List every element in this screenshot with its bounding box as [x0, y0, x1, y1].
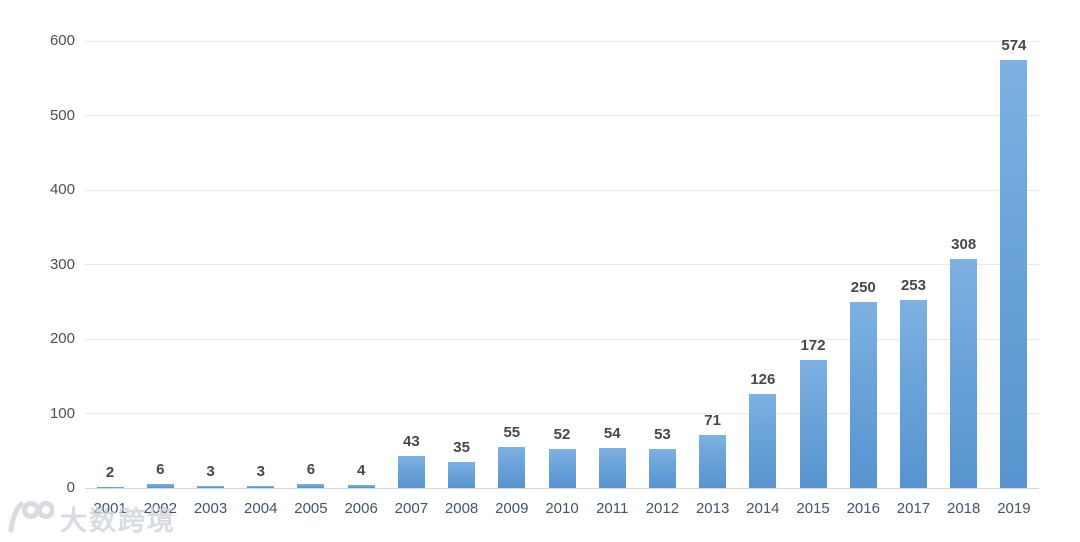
x-tick-label-2006: 2006	[344, 500, 378, 517]
watermark-logo-icon	[4, 497, 55, 540]
y-tick-label-0: 0	[66, 479, 75, 496]
bar-value-label-2018: 308	[951, 235, 977, 253]
bar-2012	[648, 448, 676, 488]
y-tick-label-300: 300	[49, 255, 75, 273]
bar-2009	[498, 447, 526, 488]
bar-value-label-2019: 574	[1001, 37, 1027, 55]
x-tick-label-2004: 2004	[244, 500, 278, 517]
x-tick-label-2016: 2016	[846, 500, 880, 517]
bar-2002	[146, 483, 174, 488]
bar-value-label-2008: 35	[453, 438, 470, 456]
bar-value-label-2012: 53	[654, 425, 671, 443]
bar-value-label-2010: 52	[553, 426, 571, 444]
bar-2014	[749, 394, 777, 488]
bar-value-label-2016: 250	[850, 278, 876, 296]
bar-2017	[899, 299, 927, 488]
gridline-200	[85, 338, 1039, 340]
x-tick-label-2005: 2005	[294, 500, 328, 517]
x-tick-label-2017: 2017	[896, 500, 931, 517]
x-tick-label-2002: 2002	[143, 500, 177, 517]
bar-value-label-2002: 6	[156, 460, 165, 478]
bar-value-label-2004: 3	[256, 462, 265, 480]
y-tick-label-500: 500	[49, 106, 75, 124]
bar-2007	[397, 455, 425, 488]
bar-value-label-2001: 2	[105, 463, 115, 481]
gridline-600	[85, 40, 1039, 42]
bar-value-label-2011: 54	[603, 424, 621, 442]
bar-value-label-2013: 71	[704, 412, 721, 430]
bar-value-label-2005: 6	[306, 460, 316, 478]
bar-value-label-2014: 126	[750, 371, 776, 389]
bar-value-label-2003: 3	[206, 462, 215, 480]
y-tick-label-200: 200	[49, 330, 75, 347]
bar-value-label-2007: 43	[403, 432, 420, 450]
bar-2018	[950, 258, 978, 488]
gridline-500	[85, 115, 1039, 116]
bar-2003	[197, 485, 225, 488]
x-tick-label-2012: 2012	[645, 500, 680, 517]
bar-2006	[347, 485, 375, 488]
bar-2004	[247, 485, 275, 488]
gridline-100	[85, 413, 1039, 414]
x-tick-label-2011: 2011	[596, 500, 629, 517]
gridline-400	[85, 189, 1039, 191]
x-tick-label-2001: 2001	[93, 500, 127, 517]
gridline-0	[85, 487, 1039, 489]
bar-value-label-2009: 55	[503, 424, 521, 442]
bar-2010	[548, 449, 576, 488]
x-tick-label-2013: 2013	[695, 500, 730, 517]
x-tick-label-2010: 2010	[545, 500, 579, 517]
bar-2005	[297, 483, 325, 488]
bar-2016	[849, 301, 877, 488]
x-tick-label-2008: 2008	[444, 500, 479, 517]
bar-2013	[699, 435, 727, 488]
y-tick-label-400: 400	[49, 181, 75, 198]
x-tick-label-2018: 2018	[946, 500, 981, 517]
y-tick-label-100: 100	[49, 404, 75, 422]
bar-2015	[799, 359, 827, 488]
x-tick-label-2019: 2019	[997, 500, 1031, 517]
bar-value-label-2015: 172	[800, 336, 826, 354]
bar-2001	[96, 486, 124, 488]
gridline-300	[85, 264, 1039, 265]
x-tick-label-2007: 2007	[394, 500, 429, 517]
bar-value-label-2006: 4	[356, 462, 366, 480]
bar-2011	[598, 447, 626, 488]
bar-2019	[1000, 60, 1028, 488]
x-tick-label-2015: 2015	[796, 500, 830, 517]
x-tick-label-2014: 2014	[746, 500, 780, 517]
x-tick-label-2009: 2009	[495, 500, 529, 517]
x-tick-label-2003: 2003	[193, 500, 228, 517]
y-tick-label-600: 600	[49, 32, 75, 49]
bar-value-label-2017: 253	[900, 276, 926, 294]
bar-2008	[448, 461, 476, 488]
